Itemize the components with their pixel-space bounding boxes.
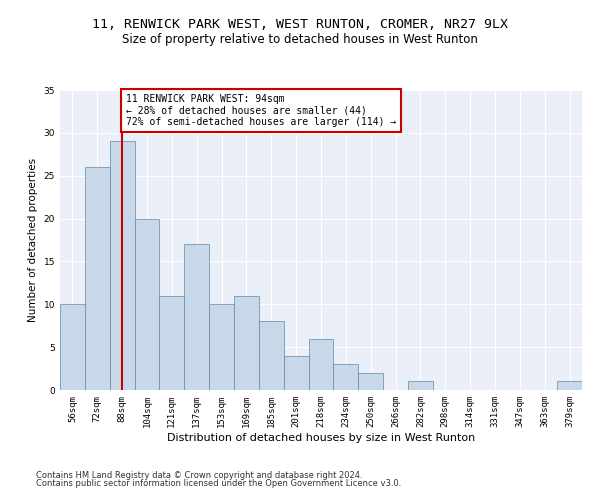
Bar xyxy=(557,382,582,390)
Bar xyxy=(110,142,134,390)
Bar xyxy=(284,356,308,390)
Text: Size of property relative to detached houses in West Runton: Size of property relative to detached ho… xyxy=(122,32,478,46)
Bar xyxy=(60,304,85,390)
Text: 11 RENWICK PARK WEST: 94sqm
← 28% of detached houses are smaller (44)
72% of sem: 11 RENWICK PARK WEST: 94sqm ← 28% of det… xyxy=(126,94,396,128)
Bar xyxy=(160,296,184,390)
Bar xyxy=(184,244,209,390)
Text: Contains public sector information licensed under the Open Government Licence v3: Contains public sector information licen… xyxy=(36,478,401,488)
Bar xyxy=(209,304,234,390)
Bar xyxy=(334,364,358,390)
Bar xyxy=(134,218,160,390)
Bar xyxy=(234,296,259,390)
Text: Contains HM Land Registry data © Crown copyright and database right 2024.: Contains HM Land Registry data © Crown c… xyxy=(36,471,362,480)
Bar xyxy=(358,373,383,390)
Bar xyxy=(259,322,284,390)
X-axis label: Distribution of detached houses by size in West Runton: Distribution of detached houses by size … xyxy=(167,432,475,442)
Bar xyxy=(308,338,334,390)
Y-axis label: Number of detached properties: Number of detached properties xyxy=(28,158,38,322)
Bar xyxy=(408,382,433,390)
Text: 11, RENWICK PARK WEST, WEST RUNTON, CROMER, NR27 9LX: 11, RENWICK PARK WEST, WEST RUNTON, CROM… xyxy=(92,18,508,30)
Bar xyxy=(85,167,110,390)
